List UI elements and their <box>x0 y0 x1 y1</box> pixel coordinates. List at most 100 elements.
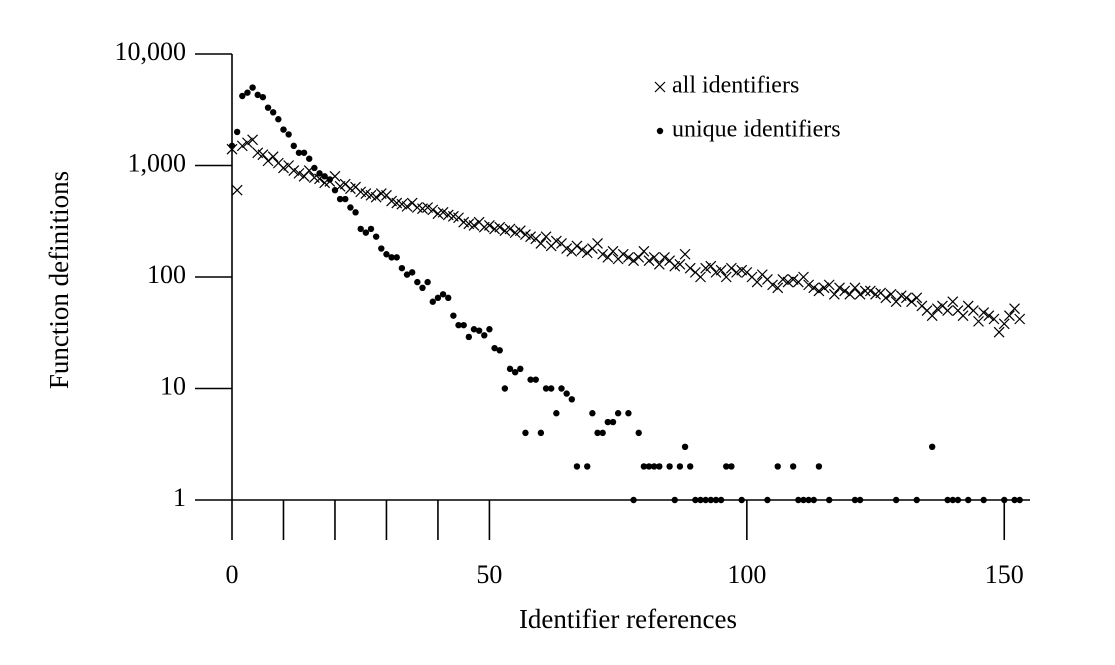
dot-marker <box>913 496 920 504</box>
cross-marker <box>561 243 573 254</box>
dot-marker <box>537 429 545 437</box>
dot-marker <box>254 91 261 99</box>
y-tick-label: 1,000 <box>128 148 187 177</box>
cross-marker <box>278 162 289 174</box>
x-tick-label: 0 <box>226 560 239 589</box>
dot-marker <box>687 463 694 470</box>
cross-marker <box>267 151 279 163</box>
cross-marker <box>834 282 845 294</box>
dot-marker <box>249 84 256 91</box>
dot-marker <box>336 195 344 203</box>
cross-marker <box>978 307 990 318</box>
cross-marker <box>695 271 706 283</box>
cross-marker <box>370 191 382 203</box>
dot-marker <box>398 264 406 272</box>
cross-marker <box>1009 303 1020 315</box>
dot-marker <box>347 204 354 211</box>
dot-marker <box>810 496 817 504</box>
dot-marker <box>419 284 426 292</box>
cross-marker <box>777 274 789 285</box>
cross-marker <box>767 279 779 291</box>
dot-marker <box>851 496 859 504</box>
cross-marker <box>1003 310 1015 322</box>
cross-marker <box>751 276 763 288</box>
dot-marker <box>604 418 612 426</box>
dot-marker <box>928 443 936 451</box>
dot-marker <box>403 271 411 278</box>
dot-marker <box>954 496 962 504</box>
cross-marker <box>823 279 835 291</box>
cross-marker <box>911 292 923 304</box>
dot-marker <box>650 463 658 470</box>
dot-marker <box>795 496 802 504</box>
cross-marker <box>437 206 449 218</box>
cross-marker <box>818 282 830 294</box>
cross-marker <box>828 288 840 300</box>
legend-marker <box>654 81 666 93</box>
cross-marker <box>623 251 634 263</box>
dot-marker <box>424 278 431 286</box>
dot-marker <box>393 254 400 261</box>
dot-marker <box>1001 496 1008 504</box>
cross-marker <box>957 310 969 322</box>
dot-marker <box>496 347 503 354</box>
cross-marker <box>880 292 892 304</box>
cross-marker <box>998 318 1010 330</box>
dot-marker <box>640 463 648 470</box>
dot-marker <box>244 89 251 96</box>
dot-marker <box>1016 496 1023 504</box>
x-tick-label: 150 <box>985 560 1024 589</box>
dot-marker <box>357 225 364 233</box>
cross-marker <box>571 240 583 252</box>
dot-marker <box>728 463 735 470</box>
dot-marker <box>856 496 864 504</box>
cross-marker <box>967 305 979 316</box>
dot-marker <box>429 298 436 305</box>
dot-marker <box>614 410 622 417</box>
cross-marker <box>288 165 300 177</box>
cross-marker <box>236 140 248 152</box>
dot-marker <box>290 142 297 150</box>
dot-marker <box>300 149 308 156</box>
cross-marker <box>643 255 655 267</box>
cross-marker <box>890 296 902 308</box>
cross-marker <box>798 271 809 283</box>
dot-marker <box>764 496 771 504</box>
cross-marker <box>514 225 526 237</box>
cross-marker <box>602 251 614 263</box>
x-axis-label: Identifier references <box>519 604 737 634</box>
dot-marker <box>789 463 797 470</box>
cross-marker <box>782 276 794 288</box>
cross-marker <box>1014 313 1026 325</box>
y-tick-label: 1 <box>173 483 186 512</box>
dot-marker <box>460 321 467 329</box>
dot-marker <box>630 496 637 504</box>
dot-marker <box>275 116 282 123</box>
cross-marker <box>483 220 495 231</box>
dot-marker <box>625 410 632 417</box>
cross-marker <box>226 143 238 155</box>
dot-marker <box>342 195 349 203</box>
cross-marker <box>772 282 784 294</box>
y-tick-label: 10,000 <box>115 37 187 66</box>
legend-label: all identifiers <box>672 73 799 99</box>
cross-marker <box>427 204 439 216</box>
dot-marker <box>815 463 823 470</box>
cross-marker <box>906 296 918 308</box>
cross-marker <box>468 220 480 231</box>
dot-marker <box>326 176 334 183</box>
dot-marker <box>486 326 493 333</box>
dot-marker <box>378 245 385 252</box>
dot-marker <box>681 443 689 451</box>
dot-marker <box>568 396 575 403</box>
dot-marker <box>233 128 241 136</box>
dot-marker <box>295 149 303 156</box>
dot-marker <box>316 170 323 177</box>
cross-marker <box>973 315 984 327</box>
dot-marker <box>285 131 292 138</box>
cross-marker <box>231 184 243 196</box>
dot-marker <box>676 463 684 470</box>
cross-marker <box>257 149 269 161</box>
dot-marker <box>450 312 457 319</box>
